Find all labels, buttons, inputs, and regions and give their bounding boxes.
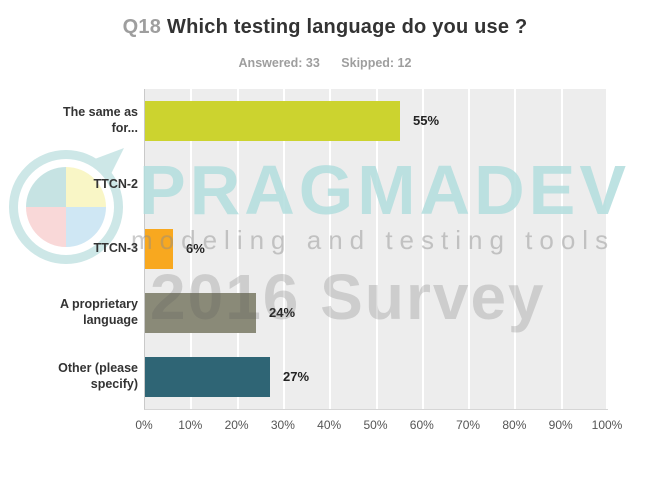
value-label: 6% [186, 241, 205, 256]
gridline [282, 89, 285, 409]
bar-row: 24% [145, 281, 608, 345]
bar-row: 27% [145, 345, 608, 409]
gridline [236, 89, 239, 409]
x-tick-label: 10% [178, 418, 203, 432]
category-label: TTCN-3 [93, 241, 138, 256]
chart-title: Q18 Which testing language do you use ? [0, 16, 650, 39]
answered-count: Answered: 33 [238, 56, 320, 70]
gridline [606, 89, 608, 409]
gridline [468, 89, 471, 409]
x-tick-label: 90% [548, 418, 573, 432]
gridline [514, 89, 517, 409]
gridline [560, 89, 563, 409]
gridline [421, 89, 424, 409]
bar [145, 357, 270, 397]
x-tick-label: 20% [224, 418, 249, 432]
x-tick-label: 100% [591, 418, 623, 432]
category-label: Other (please specify) [58, 361, 138, 391]
category-label: TTCN-2 [93, 177, 138, 192]
bar [145, 101, 400, 141]
category-label: The same as for... [62, 105, 138, 135]
bar [145, 293, 256, 333]
x-tick-label: 30% [270, 418, 295, 432]
x-tick-label: 70% [456, 418, 481, 432]
chart-subtitle: Answered: 33 Skipped: 12 [0, 56, 650, 70]
bar [145, 229, 173, 269]
gridline [375, 89, 378, 409]
x-tick-label: 60% [409, 418, 434, 432]
bar-row: 6% [145, 217, 608, 281]
gridline [190, 89, 193, 409]
question-number: Q18 [122, 16, 162, 38]
x-tick-label: 80% [502, 418, 527, 432]
x-axis: 0% 10% 20% 30% 40% 50% 60% 70% 80% 90% 100% [135, 418, 622, 438]
plot-area: 55% 6% 24% 27% [144, 89, 608, 410]
category-label: A proprietary language [59, 297, 138, 327]
bar-row [145, 153, 608, 217]
x-tick-label: 50% [363, 418, 388, 432]
x-tick-label: 0% [135, 418, 153, 432]
gridline [329, 89, 332, 409]
x-tick-label: 40% [317, 418, 342, 432]
value-label: 27% [283, 369, 310, 384]
skipped-count: Skipped: 12 [341, 56, 412, 70]
question-text: Which testing language do you use ? [167, 16, 528, 38]
bar-row: 55% [145, 89, 608, 153]
value-label: 24% [269, 305, 296, 320]
value-label: 55% [413, 113, 440, 128]
